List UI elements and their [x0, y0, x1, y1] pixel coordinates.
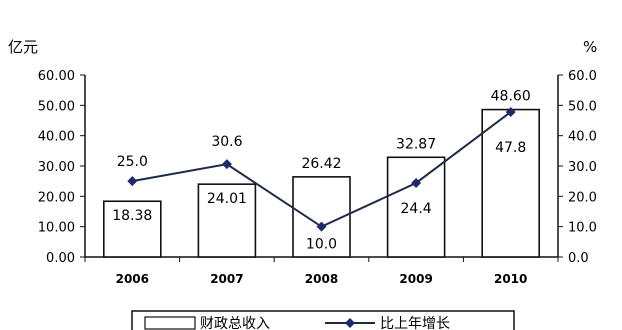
data-labels: 18.38 24.01 26.42 32.87 48.60 25.0 30.6 10.0 24.…	[112, 89, 530, 253]
left-tick-label: 20.00	[38, 190, 75, 205]
left-axis-unit: 亿元	[8, 38, 38, 56]
line-marker	[411, 177, 422, 188]
right-axis-unit: %	[583, 38, 597, 56]
line-marker	[316, 221, 327, 232]
line-marker	[127, 176, 138, 187]
line-marker	[505, 107, 516, 118]
left-tick-label: 40.00	[38, 130, 75, 145]
left-tick-label: 10.00	[38, 221, 75, 236]
bar-value-label: 26.42	[301, 156, 341, 172]
line-value-label: 47.8	[495, 140, 526, 156]
x-tick-label: 2006	[116, 272, 149, 286]
left-tick-label: 0.00	[46, 251, 75, 266]
line-value-label: 24.4	[401, 201, 432, 217]
legend-bar-swatch	[144, 316, 196, 330]
bar	[197, 183, 257, 258]
x-tick-label: 2007	[210, 272, 243, 286]
x-tick-label: 2010	[494, 272, 527, 286]
line-value-label: 10.0	[306, 237, 337, 253]
right-tick-label: 40.0	[568, 130, 597, 145]
right-tick-label: 0.0	[568, 251, 589, 266]
legend: 财政总收入 比上年增长	[131, 310, 515, 330]
line-value-label: 25.0	[117, 154, 148, 170]
left-axis-ticks: 0.00 10.00 20.00 30.00 40.00 50.00 60.00	[38, 69, 85, 266]
right-tick-label: 50.0	[568, 99, 597, 114]
right-tick-label: 10.0	[568, 221, 597, 236]
line-marker	[221, 159, 232, 170]
left-tick-label: 30.00	[38, 160, 75, 175]
right-axis-ticks: 0.0 10.0 20.0 30.0 40.0 50.0 60.0	[558, 69, 597, 266]
bar-value-label: 18.38	[112, 208, 152, 224]
bar-value-label: 24.01	[207, 191, 247, 207]
bar	[481, 108, 541, 258]
bar-value-label: 32.87	[396, 136, 436, 152]
legend-line-marker	[345, 318, 355, 328]
x-tick-label: 2008	[305, 272, 338, 286]
legend-bar-label: 财政总收入	[200, 316, 270, 330]
bar	[386, 156, 446, 258]
line-series	[127, 107, 516, 232]
legend-box	[131, 310, 515, 330]
right-tick-label: 20.0	[568, 190, 597, 205]
right-tick-label: 30.0	[568, 160, 597, 175]
x-tick-label: 2009	[399, 272, 432, 286]
x-axis-ticks: 2006 2007 2008 2009 2010	[84, 257, 559, 286]
legend-line-label: 比上年增长	[380, 316, 450, 330]
left-tick-label: 50.00	[38, 99, 75, 114]
bar-value-label: 48.60	[491, 89, 531, 105]
right-tick-label: 60.0	[568, 69, 597, 84]
left-tick-label: 60.00	[38, 69, 75, 84]
line-value-label: 30.6	[211, 134, 242, 150]
bar-series	[103, 108, 541, 258]
bar	[103, 200, 162, 258]
